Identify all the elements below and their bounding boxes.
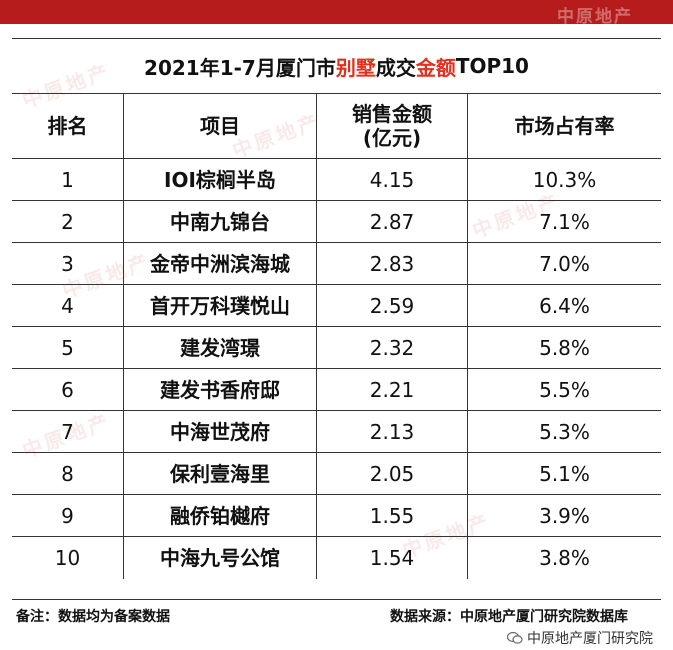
footer-note: 备注：数据均为备案数据 [16,609,170,625]
cell-rank: 6 [12,369,124,411]
cell-rank: 10 [12,537,124,579]
cell-share: 5.1% [468,453,661,495]
cell-project: 中海九号公馆 [124,537,317,579]
cell-rank: 7 [12,411,124,453]
cell-sales: 2.83 [317,243,468,285]
table-title: 2021年1-7月厦门市 别墅 成交 金额 TOP10 [12,39,661,94]
cell-share: 6.4% [468,285,661,327]
cell-sales: 1.55 [317,495,468,537]
cell-share: 3.8% [539,546,590,570]
cell-project: 金帝中洲滨海城 [124,243,317,285]
cell-sales: 1.54 [317,537,468,579]
cell-sales: 2.05 [317,453,468,495]
cell-rank: 4 [12,285,124,327]
cell-project: 建发湾璟 [124,327,317,369]
cell-sales: 2.87 [317,201,468,243]
cell-rank: 8 [12,453,124,495]
cell-share: 10.3% [468,159,661,201]
cell-rank: 5 [12,327,124,369]
cell-share: 5.8% [468,327,661,369]
cell-share: 7.0% [468,243,661,285]
cell-share: 3.9% [468,495,661,537]
cell-rank: 1 [12,159,124,201]
cell-sales: 2.32 [317,327,468,369]
wechat-icon [507,631,523,644]
cell-share: 5.5% [468,369,661,411]
cell-sales: 2.59 [317,285,468,327]
header-share: 市场占有率 [468,93,661,159]
header-sales: 销售金额 (亿元) [317,93,468,159]
wechat-account[interactable]: 中原地产厦门研究院 [507,628,653,648]
wechat-account-name: 中原地产厦门研究院 [527,631,653,647]
cell-sales: 2.13 [317,411,468,453]
footer-source: 数据来源：中原地产厦门研究院数据库 [390,609,628,625]
brand-watermark-top: 中原地产 [557,7,633,27]
cell-project: 建发书香府邸 [124,369,317,411]
cell-rank: 9 [12,495,124,537]
cell-rank: 3 [12,243,124,285]
brand-top-bar: 中原地产 [0,0,673,27]
cell-sales: 4.15 [317,159,468,201]
header-project: 项目 [124,93,317,159]
table-grid: 排名 项目 销售金额 (亿元) 市场占有率 1 IOI棕榈半岛 4.15 10.… [12,93,661,579]
cell-project: 中南九锦台 [124,201,317,243]
cell-rank: 2 [12,201,124,243]
cell-sales: 2.21 [317,369,468,411]
header-rank: 排名 [12,93,124,159]
cell-project: 保利壹海里 [124,453,317,495]
cell-project: 融侨铂樾府 [124,495,317,537]
cell-share: 5.3% [468,411,661,453]
ranking-table: 2021年1-7月厦门市 别墅 成交 金额 TOP10 排名 项目 销售金额 (亿元) … [12,38,661,600]
cell-project: 首开万科璞悦山 [124,285,317,327]
cell-project: 中海世茂府 [124,411,317,453]
footer: 备注：数据均为备案数据 数据来源：中原地产厦门研究院数据库 中原地产厦门研究院 [0,600,673,650]
cell-share: 7.1% [468,201,661,243]
cell-project: IOI棕榈半岛 [124,159,317,201]
